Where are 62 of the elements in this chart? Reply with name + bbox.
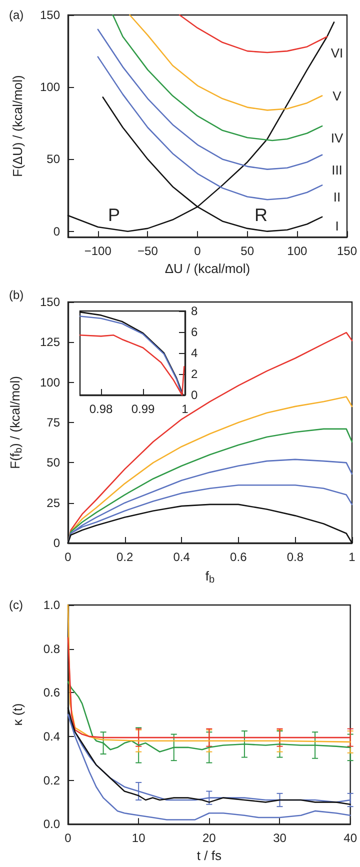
y-tick-label: 0 <box>53 224 60 238</box>
y-tick-label: 1.0 <box>43 598 60 612</box>
x-tick-label: 0.8 <box>286 550 304 564</box>
x-tick-label: 10 <box>132 831 146 846</box>
x-tick-label: −100 <box>84 244 112 258</box>
y-tick-label: 50 <box>46 152 60 166</box>
line-series <box>112 14 323 142</box>
y-tick-label: 0 <box>191 388 198 402</box>
x-tick-label: −50 <box>138 244 158 258</box>
y-axis-title: F(ΔU) / (kcal/mol) <box>10 75 25 177</box>
x-tick-label: 100 <box>287 244 308 258</box>
line-series <box>67 604 351 743</box>
y-tick-label: 0.2 <box>43 773 60 788</box>
x-tick-label: 0.6 <box>230 550 248 564</box>
line-series <box>129 14 323 111</box>
y-tick-label: 0.0 <box>43 817 60 832</box>
x-axis-title: ΔU / (kcal/mol) <box>164 261 250 276</box>
y-tick-label: 0 <box>53 536 60 550</box>
y-tick-label: 100 <box>40 375 60 390</box>
annotation: P <box>108 205 120 225</box>
y-tick-label: 25 <box>46 496 60 510</box>
line-series <box>97 56 323 200</box>
x-axis-title: t / fs <box>196 848 222 863</box>
y-tick-label: 150 <box>40 8 60 22</box>
chart-title: (a) <box>9 8 24 22</box>
annotation: II <box>333 190 341 204</box>
annotation: R <box>254 205 268 225</box>
annotation: VI <box>330 46 344 60</box>
annotation: V <box>332 88 342 104</box>
annotation: IV <box>330 130 344 146</box>
chart-title: (c) <box>9 598 23 612</box>
y-tick-label: 6 <box>191 325 198 339</box>
x-tick-label: 50 <box>240 244 254 258</box>
x-tick-label: 0 <box>64 550 72 564</box>
y-axis-title: κ (t) <box>10 703 25 726</box>
x-tick-label: 0 <box>64 831 72 846</box>
x-tick-label: 150 <box>336 244 358 258</box>
x-tick-label: 40 <box>344 831 358 846</box>
y-axis-title: F(fb) / (kcal/mol) <box>8 376 24 469</box>
y-tick-label: 4 <box>191 346 198 360</box>
x-tick-label: 0.99 <box>131 402 155 416</box>
line-series <box>178 14 328 54</box>
y-tick-label: 8 <box>191 304 198 318</box>
annotation: I <box>335 218 339 234</box>
y-tick-label: 2 <box>191 367 198 381</box>
x-tick-label: 1 <box>348 550 356 564</box>
chart-title: (b) <box>9 288 24 302</box>
line-series <box>97 28 323 170</box>
x-tick-label: 0.2 <box>116 550 134 564</box>
x-tick-label: 20 <box>202 831 216 846</box>
y-tick-label: 0.8 <box>43 642 60 656</box>
y-tick-label: 0.4 <box>43 729 60 744</box>
x-tick-label: 0.98 <box>89 402 113 416</box>
y-tick-label: 0.6 <box>43 686 60 700</box>
y-tick-label: 150 <box>40 295 60 309</box>
x-tick-label: 1 <box>182 402 189 416</box>
x-tick-label: 30 <box>273 831 287 846</box>
annotation: III <box>332 162 342 178</box>
y-tick-label: 50 <box>46 456 60 470</box>
y-tick-label: 125 <box>40 335 60 350</box>
y-tick-label: 75 <box>46 416 60 430</box>
y-tick-label: 100 <box>40 80 60 94</box>
